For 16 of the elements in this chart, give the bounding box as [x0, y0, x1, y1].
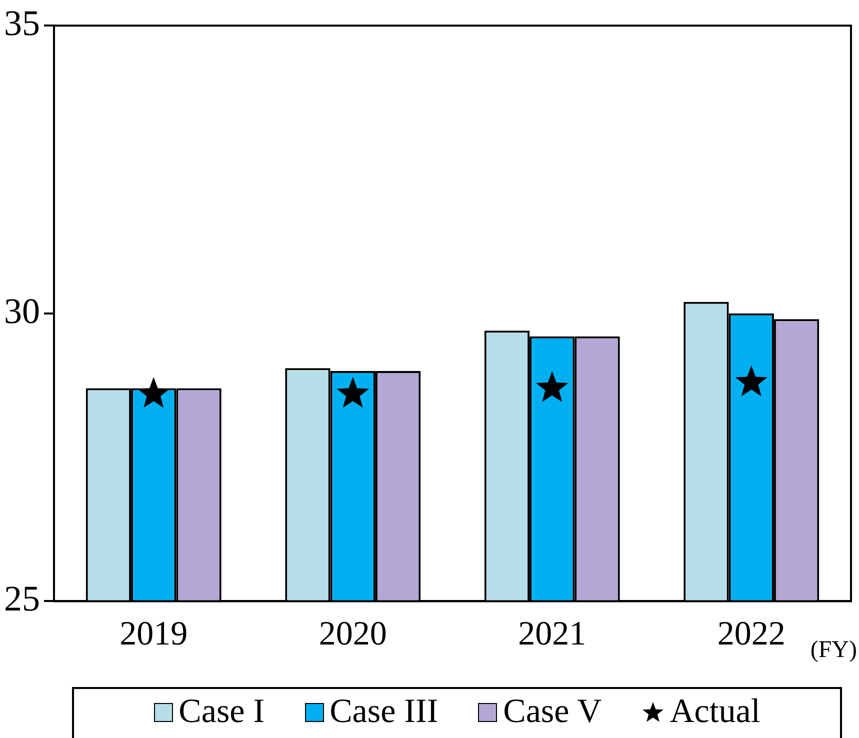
point	[536, 371, 568, 402]
legend-label: Actual	[670, 693, 760, 731]
legend-label: Case V	[503, 693, 602, 731]
point	[735, 365, 768, 396]
legend-label: Case I	[178, 693, 265, 731]
y-tick-label: 30	[4, 290, 40, 331]
x-tick-label: 2022	[717, 616, 786, 653]
point	[336, 376, 370, 408]
y-tick-label: 25	[4, 578, 40, 619]
x-tick-label: 2019	[120, 616, 188, 653]
legend-label: Case III	[330, 693, 438, 731]
x-tick-label: 2021	[518, 616, 586, 653]
x-axis-title: (FY)	[810, 637, 857, 664]
x-tick-label: 2020	[318, 616, 387, 653]
y-tick-label: 35	[4, 3, 40, 44]
point	[137, 376, 170, 408]
